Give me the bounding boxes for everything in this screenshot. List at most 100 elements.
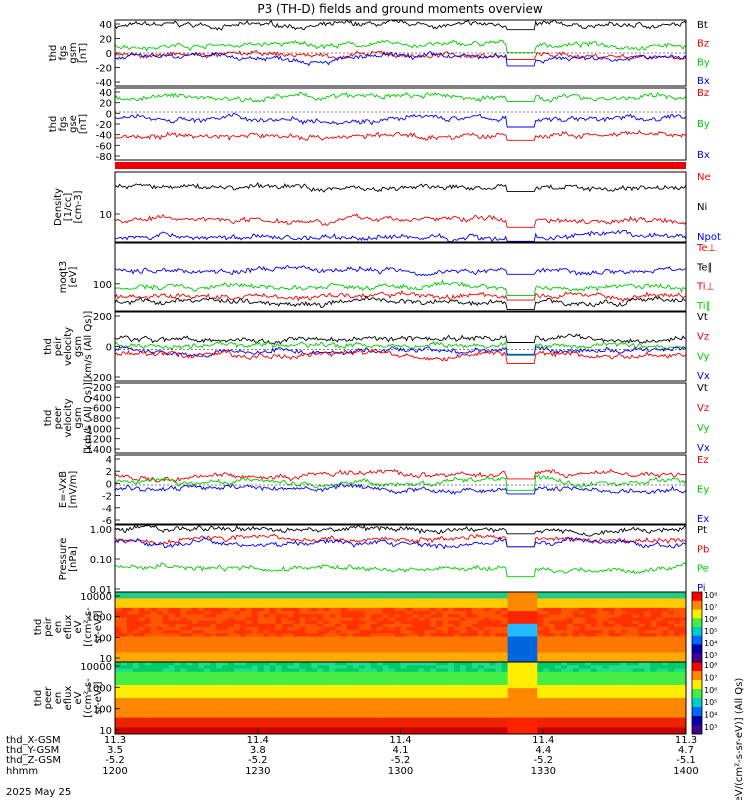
spectrogram-cell	[150, 652, 157, 657]
spectrogram-cell	[394, 724, 401, 728]
spectrogram-cell	[358, 701, 366, 705]
spectrogram-cell	[525, 639, 532, 644]
spectrogram-cell	[198, 694, 205, 699]
spectrogram-cell	[638, 598, 645, 602]
series-line	[114, 129, 687, 141]
spectrogram-cell	[329, 636, 336, 641]
spectrogram-cell	[608, 655, 615, 660]
spectrogram-cell	[573, 604, 580, 609]
spectrogram-cell	[454, 711, 461, 715]
spectrogram-cell	[424, 642, 431, 647]
spectrogram-cell	[352, 601, 360, 606]
spectrogram-cell	[394, 642, 401, 647]
spectrogram-cell	[388, 671, 395, 676]
spectrogram-cell	[358, 598, 366, 602]
spectrogram-cell	[561, 704, 568, 709]
spectrogram-cell	[144, 688, 151, 692]
spectrogram-cell	[263, 714, 270, 719]
spectrogram-cell	[341, 727, 348, 732]
spectrogram-cell	[448, 595, 455, 599]
spectrogram-cell	[626, 701, 633, 705]
spectrogram-cell	[281, 646, 288, 650]
spectrogram-cell	[549, 727, 556, 732]
spectrogram-cell	[608, 607, 615, 612]
spectrogram-cell	[406, 649, 413, 653]
spectrogram-cell	[596, 646, 604, 650]
spectrogram-cell	[138, 614, 146, 618]
spectrogram-cell	[180, 684, 187, 689]
spectrogram-cell	[341, 701, 348, 705]
spectrogram-cell	[329, 665, 336, 669]
spectrogram-cell	[293, 678, 300, 683]
spectrogram-cell	[144, 642, 151, 647]
spectrogram-cell	[430, 681, 437, 686]
spectrogram-cell	[394, 649, 401, 653]
spectrogram-cell	[162, 681, 169, 686]
spectrogram-cell	[275, 604, 282, 609]
spectrogram-cell	[162, 707, 169, 712]
spectrogram-cell	[573, 707, 580, 712]
spectrogram-cell	[644, 688, 651, 692]
spectrogram-cell	[216, 627, 223, 631]
spectrogram-cell	[590, 620, 598, 625]
spectrogram-cell	[602, 668, 609, 673]
spectrogram-cell	[590, 704, 598, 709]
spectrogram-cell	[323, 698, 330, 702]
spectrogram-cell	[156, 617, 163, 622]
spectrogram-cell	[293, 662, 300, 666]
spectrogram-cell	[567, 688, 574, 692]
spectrogram-cell	[323, 655, 330, 660]
ephemeris-value: 11.3	[675, 735, 697, 746]
spectrogram-cell	[347, 630, 354, 634]
spectrogram-cell	[234, 714, 241, 719]
spectrogram-cell	[144, 691, 151, 696]
spectrogram-cell	[614, 727, 621, 732]
spectrogram-cell	[222, 665, 229, 669]
spectrogram-cell	[347, 691, 354, 696]
spectrogram-cell	[132, 636, 140, 641]
spectrogram-cell	[364, 665, 372, 669]
spectrogram-cell	[216, 604, 223, 609]
spectrogram-cell	[251, 617, 259, 622]
spectrogram-cell	[162, 694, 169, 699]
spectrogram-cell	[442, 678, 449, 683]
spectrogram-cell	[632, 649, 639, 653]
spectrogram-cell	[281, 627, 288, 631]
spectrogram-cell	[567, 691, 574, 696]
spectrogram-cell	[477, 701, 485, 705]
colorbar-tick-label: 10⁸	[704, 591, 717, 600]
spectrogram-cell	[239, 665, 247, 669]
y-tick-label: 200	[93, 312, 112, 323]
spectrogram-cell	[537, 727, 544, 732]
spectrogram-cell	[323, 623, 330, 628]
spectrogram-cell	[412, 714, 419, 719]
spectrogram-cell	[138, 720, 146, 725]
spectrogram-cell	[513, 649, 520, 653]
spectrogram-cell	[115, 691, 122, 696]
spectrogram-cell	[228, 684, 235, 689]
spectrogram-cell	[489, 675, 496, 679]
spectrogram-cell	[382, 665, 389, 669]
spectrogram-cell	[662, 730, 669, 735]
spectrogram-cell	[656, 724, 663, 728]
spectrogram-cell	[186, 604, 193, 609]
colorbar-tick-label: 10⁷	[704, 603, 717, 612]
spectrogram-cell	[680, 642, 687, 647]
spectrogram-cell	[287, 642, 294, 647]
spectrogram-cell	[257, 691, 265, 696]
spectrogram-cell	[394, 607, 401, 612]
spectrogram-cell	[198, 642, 205, 647]
spectrogram-cell	[329, 655, 336, 660]
spectrogram-cell	[370, 698, 378, 702]
spectrogram-cell	[525, 623, 532, 628]
spectrogram-cell	[680, 678, 687, 683]
spectrogram-cell	[507, 655, 514, 660]
spectrogram-cell	[620, 646, 627, 650]
spectrogram-cell	[668, 698, 675, 702]
spectrogram-cell	[234, 662, 241, 666]
spectrogram-cell	[418, 671, 425, 676]
spectrogram-cell	[323, 730, 330, 735]
y-tick-label: 10	[99, 726, 112, 737]
spectrogram-cell	[192, 665, 199, 669]
spectrogram-cell	[382, 607, 389, 612]
